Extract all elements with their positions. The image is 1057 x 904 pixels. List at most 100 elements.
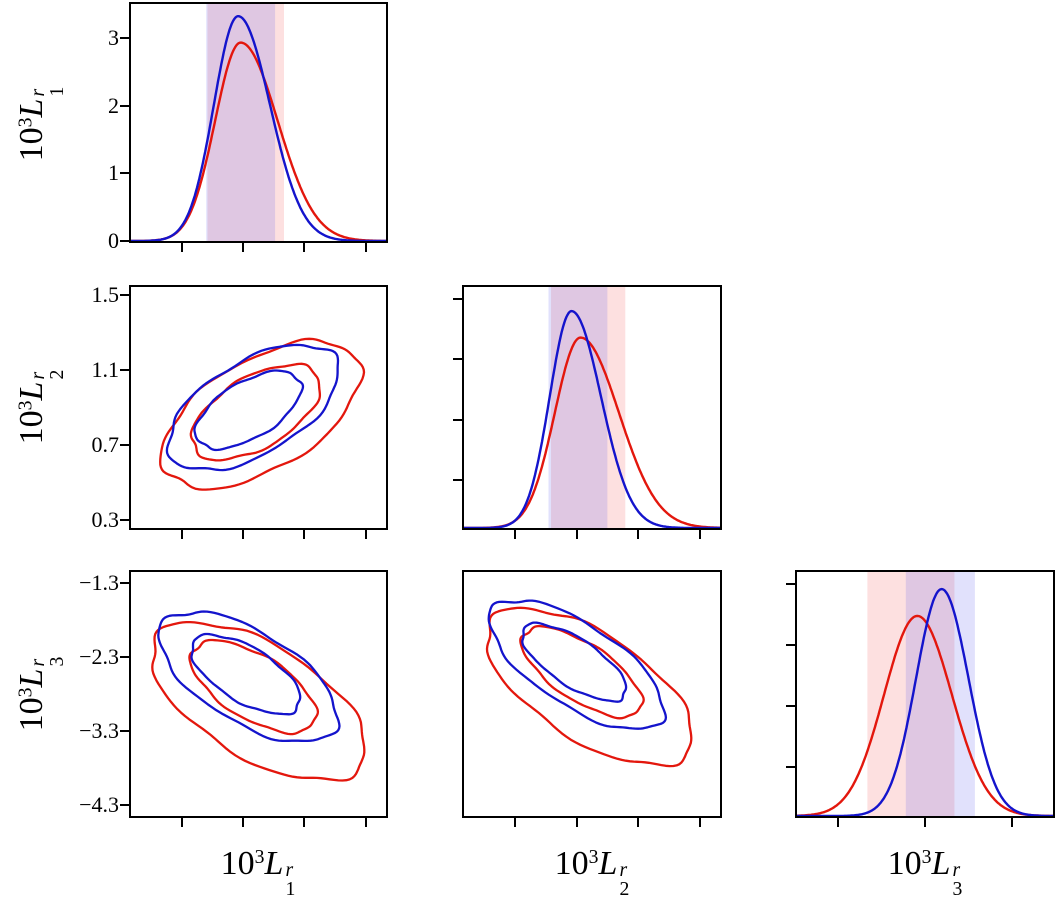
blue-contour-inner (190, 632, 302, 716)
y-tick (453, 478, 462, 481)
y-tick (453, 358, 462, 361)
blue-density-curve (464, 309, 720, 528)
panel-canvas-p31 (151, 610, 366, 782)
red-contour-outer (151, 620, 366, 782)
red-density-curve (797, 614, 1053, 816)
exponent-text: 3 (14, 400, 37, 411)
y-tick-label: 1.5 (91, 281, 120, 307)
red-contour-inner (189, 362, 322, 462)
blue-contour-outer (165, 343, 340, 472)
coefficient-text: 10 (13, 697, 51, 732)
red-contour-outer (159, 337, 366, 491)
superscript-text: r (285, 859, 294, 882)
panel-marginal-l1 (129, 2, 388, 243)
x-tick (181, 818, 183, 827)
x-tick (181, 530, 183, 539)
subscript-text: 3 (952, 878, 963, 901)
red-credible-band (867, 572, 955, 816)
superscript-text: r (952, 859, 961, 882)
panel-joint-l1-l3 (129, 570, 388, 818)
x-tick (637, 818, 640, 827)
blue-density-curve (131, 15, 386, 241)
x-tick (364, 530, 367, 539)
symbol-text: L (598, 845, 618, 882)
y-tick (786, 583, 795, 586)
x-tick (698, 818, 701, 827)
panel-marginal-l3 (795, 570, 1055, 818)
y-tick (120, 803, 129, 806)
y-tick-label: 0 (108, 228, 119, 253)
y-tick (120, 104, 129, 107)
x-tick (698, 530, 701, 539)
x-tick (364, 243, 367, 252)
y-tick (786, 644, 795, 647)
y-tick (120, 240, 129, 242)
coefficient-text: 10 (13, 127, 51, 162)
y-tick (786, 766, 795, 769)
y-tick-label: −3.3 (79, 717, 119, 743)
y-tick (120, 172, 129, 175)
exponent-text: 3 (14, 687, 37, 698)
y-tick-label: 3 (108, 24, 119, 50)
x-tick (637, 530, 640, 539)
superscript-text: r (619, 859, 628, 882)
coefficient-text: 10 (887, 845, 922, 882)
x-tick (514, 818, 517, 827)
y-tick (120, 582, 129, 585)
y-axis-title-l2: 103L r 2 (13, 370, 68, 445)
coefficient-text: 10 (220, 845, 255, 882)
y-tick (453, 298, 462, 301)
panel-canvas-p33 (797, 572, 1053, 816)
panel-canvas-p22 (464, 287, 720, 528)
blue-credible-band (206, 4, 276, 241)
x-axis-title-l2: 103L r 2 (555, 845, 630, 899)
y-tick (120, 656, 129, 659)
red-contour-outer (485, 606, 693, 768)
panel-canvas-p32 (485, 599, 693, 768)
blue-credible-band (548, 287, 608, 528)
x-tick (242, 243, 245, 252)
symbol-text: L (13, 668, 51, 688)
coefficient-text: 10 (554, 845, 589, 882)
y-tick-label: −4.3 (79, 791, 119, 817)
panel-canvas-p21 (159, 337, 366, 491)
x-tick (303, 818, 306, 827)
blue-credible-band (905, 572, 975, 816)
red-contour-inner (188, 638, 320, 736)
exponent-text: 3 (588, 846, 599, 869)
blue-contour-outer (157, 610, 341, 743)
y-tick (120, 36, 129, 39)
x-tick (242, 530, 245, 539)
coefficient-text: 10 (13, 410, 51, 445)
x-tick (1011, 818, 1014, 827)
exponent-text: 3 (254, 846, 265, 869)
y-tick (786, 705, 795, 708)
y-tick-label: −2.3 (79, 644, 119, 670)
y-tick (120, 519, 129, 522)
y-tick (120, 729, 129, 732)
x-tick (575, 530, 578, 539)
y-tick-label: −1.3 (79, 570, 119, 596)
y-tick-label: 1.1 (91, 356, 120, 382)
x-tick (181, 243, 183, 252)
y-tick (120, 444, 129, 447)
red-contour-inner (519, 624, 645, 720)
x-tick (364, 818, 367, 827)
symbol-text: L (931, 845, 951, 882)
x-tick (836, 818, 839, 827)
panel-joint-l2-l3 (462, 570, 722, 818)
x-axis-title-l3: 103L r 3 (888, 845, 963, 899)
y-tick (120, 293, 129, 296)
exponent-text: 3 (14, 117, 37, 128)
x-tick (303, 530, 306, 539)
y-tick-label: 1 (108, 160, 119, 186)
blue-contour-inner (521, 621, 628, 703)
symbol-text: L (13, 98, 51, 118)
exponent-text: 3 (921, 846, 932, 869)
symbol-text: L (264, 845, 284, 882)
y-tick-label: 0.7 (91, 432, 120, 458)
